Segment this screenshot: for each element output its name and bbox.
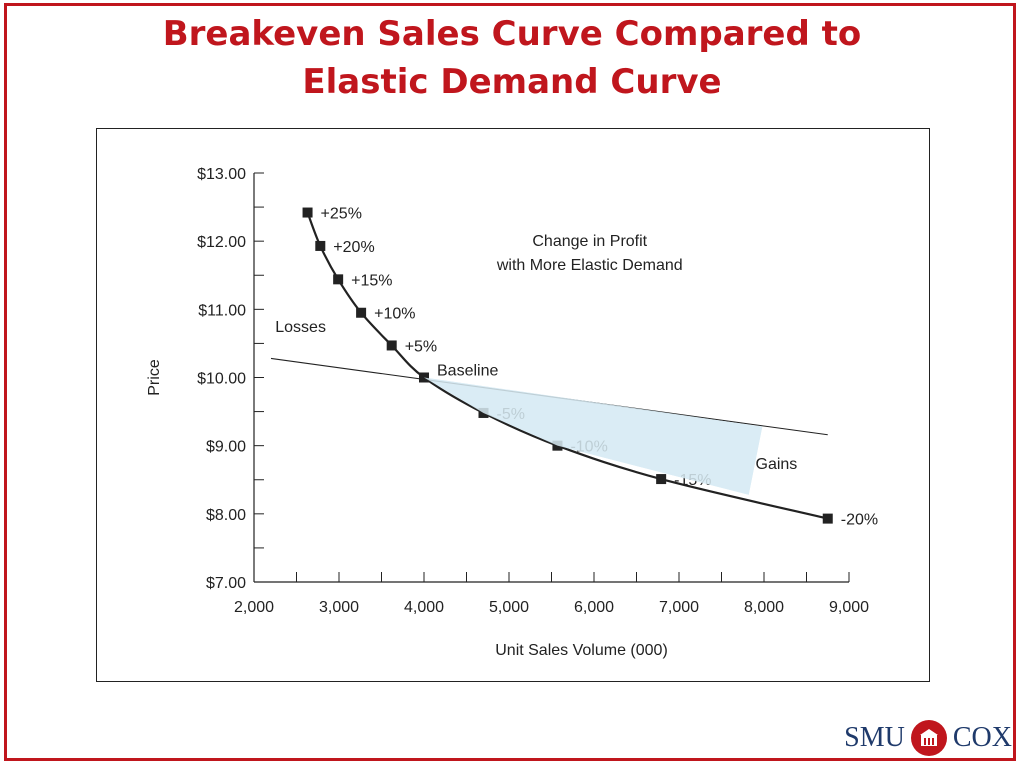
x-tick-label: 5,000 — [489, 599, 529, 616]
point-label: +5% — [405, 338, 437, 355]
x-tick-label: 6,000 — [574, 599, 614, 616]
y-axis-title: Price — [146, 359, 163, 396]
breakeven-point-marker — [356, 307, 367, 318]
smu-cox-logo: SMU COX — [844, 718, 1012, 758]
y-tick-label: $8.00 — [206, 507, 246, 524]
breakeven-point-marker — [386, 340, 397, 351]
breakeven-point-marker — [315, 240, 326, 251]
title-line-2: Elastic Demand Curve — [302, 62, 722, 102]
y-tick-label: $11.00 — [198, 302, 246, 319]
point-label: +25% — [321, 206, 362, 223]
breakeven-point-marker — [302, 207, 313, 218]
chart-annotation: Gains — [756, 456, 798, 473]
x-tick-label: 3,000 — [319, 599, 359, 616]
y-tick-label: $13.00 — [197, 166, 246, 183]
breakeven-point-marker — [656, 474, 667, 485]
chart-box: $7.00 $8.00 $9.00 $10.00 $11.00 $12.00 $13.00 2… — [96, 128, 930, 682]
title-line-1: Breakeven Sales Curve Compared to — [162, 14, 862, 54]
breakeven-point-marker — [333, 274, 344, 285]
university-seal-icon — [910, 720, 947, 756]
point-label: Baseline — [437, 363, 498, 380]
logo-cox-text: COX — [952, 722, 1012, 753]
y-tick-label: $10.00 — [197, 371, 246, 388]
x-tick-label: 8,000 — [744, 599, 784, 616]
slide-frame — [4, 3, 1016, 761]
point-label: +20% — [333, 239, 374, 256]
logo-smu-text: SMU — [844, 722, 905, 753]
point-label: -20% — [841, 512, 878, 529]
x-tick-label: 9,000 — [829, 599, 869, 616]
x-tick-label: 7,000 — [659, 599, 699, 616]
chart-annotation: Change in Profit — [532, 233, 647, 250]
x-tick-label: 4,000 — [404, 599, 444, 616]
y-tick-label: $12.00 — [197, 234, 246, 251]
x-axis-title: Unit Sales Volume (000) — [495, 642, 668, 659]
y-tick-label: $9.00 — [206, 439, 246, 456]
slide-title: Breakeven Sales Curve Compared to Elasti… — [0, 10, 1024, 106]
y-tick-label: $7.00 — [206, 575, 246, 592]
breakeven-chart: $7.00 $8.00 $9.00 $10.00 $11.00 $12.00 $13.00 2… — [146, 166, 878, 659]
x-tick-label: 2,000 — [234, 599, 274, 616]
point-label: +15% — [351, 272, 392, 289]
gains-region-overlay — [424, 377, 763, 495]
breakeven-point-marker — [822, 513, 833, 524]
chart-annotation: with More Elastic Demand — [496, 257, 683, 274]
point-label: +10% — [374, 306, 415, 323]
chart-annotation: Losses — [275, 319, 326, 336]
